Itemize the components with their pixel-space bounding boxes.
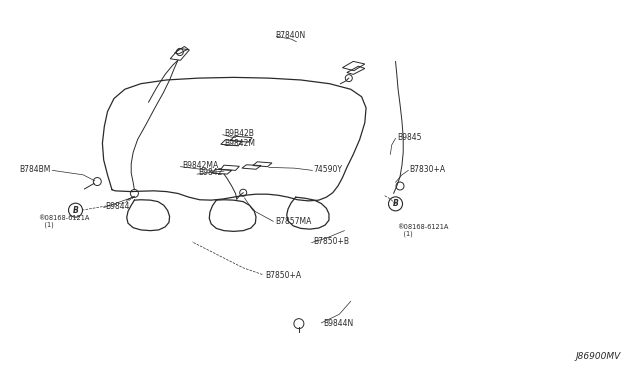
Text: J86900MV: J86900MV: [575, 352, 621, 361]
Text: B: B: [72, 206, 79, 215]
Text: ®08168-6121A
   (1): ®08168-6121A (1): [38, 215, 90, 228]
Text: B9845: B9845: [397, 133, 421, 142]
Text: B7830+A: B7830+A: [410, 165, 445, 174]
Text: B9844: B9844: [106, 202, 130, 211]
Text: B9B42B: B9B42B: [224, 129, 254, 138]
Text: B9842: B9842: [198, 169, 223, 177]
Text: B7840N: B7840N: [275, 31, 305, 40]
Text: B784BM: B784BM: [19, 165, 51, 174]
Text: B: B: [392, 199, 399, 208]
Text: B7850+A: B7850+A: [266, 271, 301, 280]
Text: 74590Y: 74590Y: [314, 165, 342, 174]
Text: B9842MA: B9842MA: [182, 161, 219, 170]
Text: B7850+B: B7850+B: [314, 237, 349, 246]
Text: B7857MA: B7857MA: [275, 217, 312, 226]
Text: B9842M: B9842M: [224, 139, 255, 148]
Text: ®08168-6121A
   (1): ®08168-6121A (1): [397, 224, 448, 237]
Text: B9844N: B9844N: [323, 319, 353, 328]
